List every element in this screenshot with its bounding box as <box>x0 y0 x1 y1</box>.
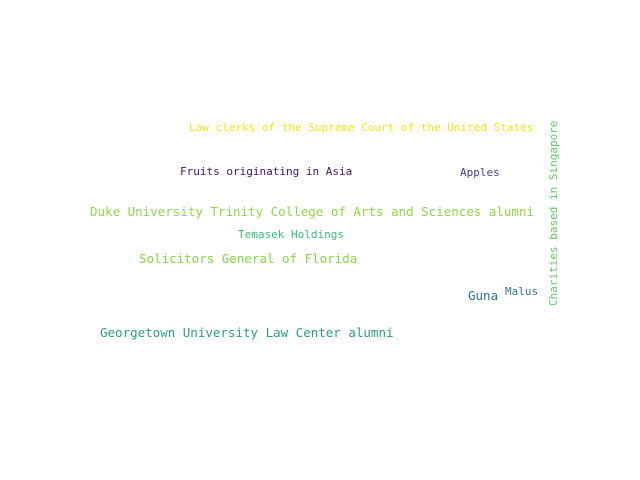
word-apples: Apples <box>460 166 500 179</box>
word-malus: Malus <box>505 285 539 298</box>
word-temasek: Temasek Holdings <box>238 228 344 241</box>
word-georgetown-alumni: Georgetown University Law Center alumni <box>100 325 394 340</box>
word-duke-alumni: Duke University Trinity College of Arts … <box>90 204 535 219</box>
word-law-clerks: Law clerks of the Supreme Court of the U… <box>189 121 534 134</box>
word-solicitors-florida: Solicitors General of Florida <box>139 251 358 266</box>
word-charities-singapore: Charities based in Singapore <box>547 120 560 306</box>
word-fruits-asia: Fruits originating in Asia <box>180 165 353 178</box>
word-guna: Guna <box>468 288 499 303</box>
